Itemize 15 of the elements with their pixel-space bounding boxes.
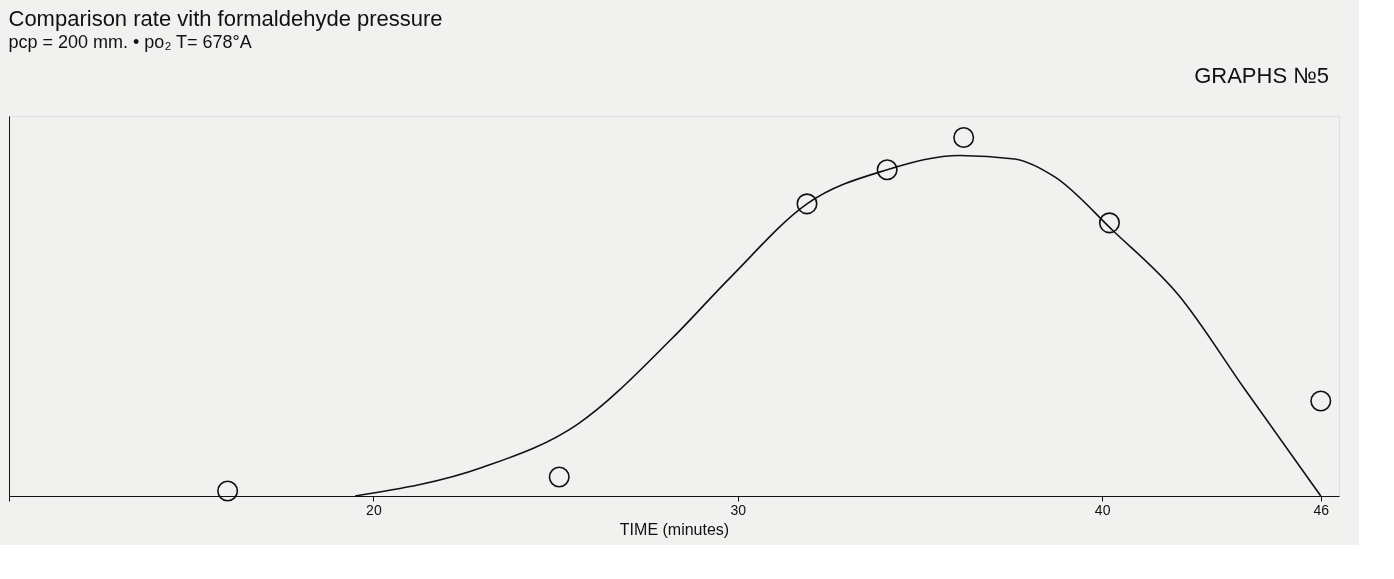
x-tick-label: 30 — [730, 501, 747, 518]
point — [548, 466, 570, 488]
point — [1098, 212, 1120, 234]
x-tick-label: 20 — [366, 501, 382, 518]
chart-subtitle: pcp = 200 mm. • po₂ T= 678°A — [8, 32, 252, 52]
text: GRAPHS №5 — [1194, 63, 1329, 88]
point — [217, 480, 239, 502]
x-axis-title: TIME (minutes) — [619, 520, 730, 538]
point — [876, 159, 898, 181]
x-tick-label: 46 — [1313, 501, 1330, 518]
x-tick-label: 40 — [1094, 501, 1111, 518]
point — [1310, 390, 1332, 412]
chart-title: Comparison rate vith formaldehyde pressure — [8, 6, 443, 31]
point — [796, 193, 818, 215]
point — [953, 126, 975, 149]
